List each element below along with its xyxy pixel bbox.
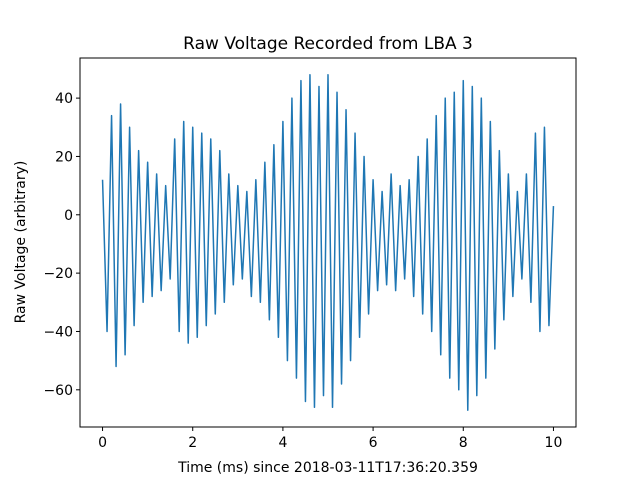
x-tick-label: 0 — [98, 435, 107, 451]
axes-frame — [79, 57, 577, 428]
y-tick-label: −60 — [43, 383, 73, 399]
y-tick-label: 20 — [55, 149, 73, 165]
data-line — [101, 74, 555, 411]
y-tick-label: 0 — [64, 208, 73, 224]
y-axis-label: Raw Voltage (arbitrary) — [13, 161, 29, 324]
x-axis-label: Time (ms) since 2018-03-11T17:36:20.359 — [177, 460, 478, 476]
x-tick-label: 6 — [369, 435, 378, 451]
y-tick-label: 40 — [55, 91, 73, 107]
x-tick-label: 2 — [188, 435, 197, 451]
x-tick-label: 10 — [545, 435, 563, 451]
chart-title: Raw Voltage Recorded from LBA 3 — [183, 34, 473, 54]
x-tick-label: 8 — [459, 435, 468, 451]
x-tick-label: 4 — [278, 435, 287, 451]
y-tick-label: −40 — [43, 324, 73, 340]
y-tick-label: −20 — [43, 266, 73, 282]
